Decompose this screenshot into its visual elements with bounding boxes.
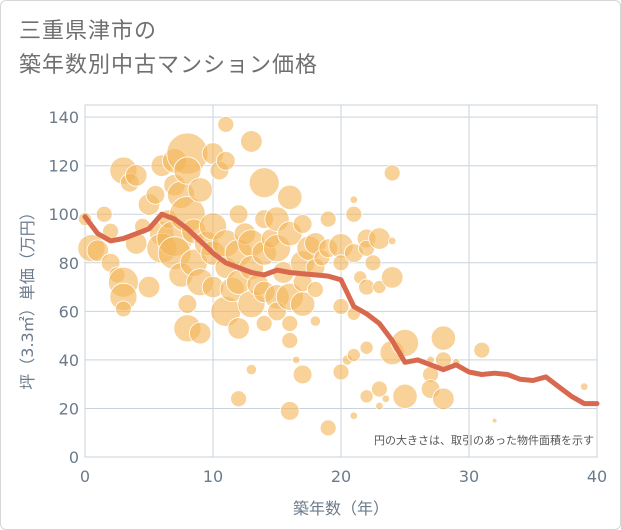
x-tick-label: 30 <box>459 467 479 486</box>
bubble-point <box>230 390 248 408</box>
bubble-point <box>491 417 498 424</box>
bubble-point <box>381 266 404 289</box>
title-line-1: 三重県津市の <box>19 19 158 44</box>
x-axis-ticks: 0 10 20 30 40 <box>80 467 607 486</box>
bubble-series <box>77 116 589 437</box>
bubble-point <box>383 164 401 182</box>
bubble-point <box>372 280 387 295</box>
bubble-point <box>281 332 299 349</box>
x-tick-label: 10 <box>203 467 223 486</box>
chart-title: 三重県津市の 築年数別中古マンション価格 <box>19 15 318 83</box>
bubble-point <box>332 363 350 381</box>
bubble-point <box>292 214 313 234</box>
bubble-point <box>346 348 361 363</box>
y-tick-label: 100 <box>48 205 79 224</box>
bubble-point <box>580 382 589 391</box>
bubble-point <box>279 401 300 421</box>
bubble-point <box>137 275 161 299</box>
bubble-point <box>292 364 313 385</box>
y-axis-label: 坪（3.3㎡）単価（万円） <box>18 204 37 389</box>
y-tick-label: 80 <box>59 254 79 273</box>
bubble-point <box>124 164 148 187</box>
bubble-point <box>473 341 491 359</box>
bubble-point <box>430 325 456 351</box>
bubble-point <box>177 294 198 314</box>
y-tick-label: 120 <box>48 157 79 176</box>
bubble-point <box>248 167 280 199</box>
bubble-point <box>115 300 132 318</box>
bubble-point <box>388 236 397 246</box>
bubble-point <box>187 177 213 203</box>
bubble-point <box>332 298 350 315</box>
bubble-point <box>345 205 363 223</box>
x-tick-label: 20 <box>331 467 351 486</box>
bubble-point <box>145 185 166 205</box>
bubble-point <box>359 340 374 355</box>
bubble-point <box>245 364 257 376</box>
bubble-point <box>173 156 202 185</box>
bubble-point <box>319 419 337 437</box>
bubble-point <box>95 205 113 223</box>
bubble-point <box>375 401 384 411</box>
bubble-point <box>432 387 455 410</box>
bubble-point <box>358 278 376 296</box>
bubble-point <box>281 315 299 332</box>
bubble-point <box>368 227 391 250</box>
bubble-size-note: 円の大きさは、取引のあった物件面積を示す <box>374 433 594 447</box>
x-tick-label: 40 <box>587 467 607 486</box>
bubble-point <box>381 394 390 403</box>
bubble-point <box>240 130 263 153</box>
y-tick-label: 20 <box>59 399 79 418</box>
bubble-point <box>332 254 350 272</box>
x-tick-label: 0 <box>80 467 90 486</box>
bubble-point <box>188 321 212 345</box>
y-tick-label: 40 <box>59 351 79 370</box>
bubble-point <box>86 239 110 262</box>
y-tick-label: 60 <box>59 302 79 321</box>
y-tick-label: 0 <box>69 448 79 467</box>
y-tick-label: 140 <box>48 108 79 127</box>
y-axis-ticks: 0 20 40 60 80 100 120 140 <box>48 108 79 467</box>
bubble-point <box>277 184 303 210</box>
trend-line-series <box>82 211 600 407</box>
bubble-point <box>306 281 324 298</box>
bubble-point <box>392 383 418 409</box>
bubble-point <box>292 355 301 365</box>
bubble-point <box>227 317 250 340</box>
bubble-point <box>255 315 273 332</box>
bubble-point <box>349 411 358 420</box>
bubble-point <box>370 380 388 398</box>
bubble-point <box>349 195 358 204</box>
average-price-line <box>82 211 600 407</box>
bubble-point <box>364 254 382 272</box>
bubble-point <box>319 210 337 228</box>
bubble-point <box>228 204 249 225</box>
title-line-2: 築年数別中古マンション価格 <box>19 53 319 78</box>
bubble-point <box>289 291 316 317</box>
bubble-point <box>359 389 374 404</box>
bubble-point <box>216 151 236 171</box>
bubble-point <box>217 116 235 133</box>
bubble-point <box>309 315 321 327</box>
x-axis-label: 築年数（年） <box>293 499 389 518</box>
